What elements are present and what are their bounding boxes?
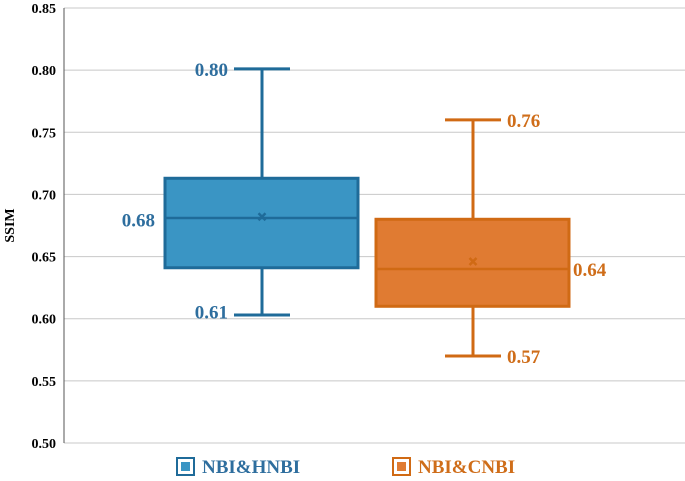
iqr-box	[163, 176, 360, 270]
mean-marker	[468, 257, 478, 266]
y-tick-label: 0.60	[32, 313, 57, 328]
data-label: 0.80	[195, 60, 228, 81]
y-tick-label: 0.65	[32, 251, 57, 266]
data-label: 0.76	[507, 111, 540, 132]
y-tick-label: 0.50	[32, 437, 57, 452]
data-label: 0.61	[195, 302, 228, 323]
box-2	[374, 118, 571, 358]
legend-label: NBI&CNBI	[418, 457, 515, 478]
legend-label: NBI&HNBI	[202, 457, 300, 478]
legend-swatch-fill	[397, 462, 406, 471]
y-tick-labels: 0.50 0.55 0.60 0.65 0.70 0.75 0.80 0.85	[32, 2, 57, 452]
data-label: 0.57	[507, 347, 541, 368]
data-labels: 0.80 0.68 0.61 0.76 0.64 0.57	[122, 60, 607, 368]
y-tick-label: 0.75	[32, 126, 57, 141]
legend-item-1: NBI&HNBI	[176, 457, 300, 478]
y-tick-label: 0.70	[32, 188, 57, 203]
y-axis-label: SSIM	[3, 208, 18, 242]
box-1	[163, 67, 360, 317]
mean-marker	[257, 212, 267, 222]
data-label: 0.64	[573, 260, 607, 281]
legend-swatch-fill	[181, 462, 190, 471]
legend: NBI&HNBI NBI&CNBI	[176, 457, 515, 478]
boxes	[163, 67, 571, 358]
data-label: 0.68	[122, 210, 155, 231]
y-tick-label: 0.55	[32, 375, 57, 390]
legend-item-2: NBI&CNBI	[392, 457, 515, 478]
y-tick-label: 0.85	[32, 2, 57, 17]
y-tick-label: 0.80	[32, 64, 57, 79]
